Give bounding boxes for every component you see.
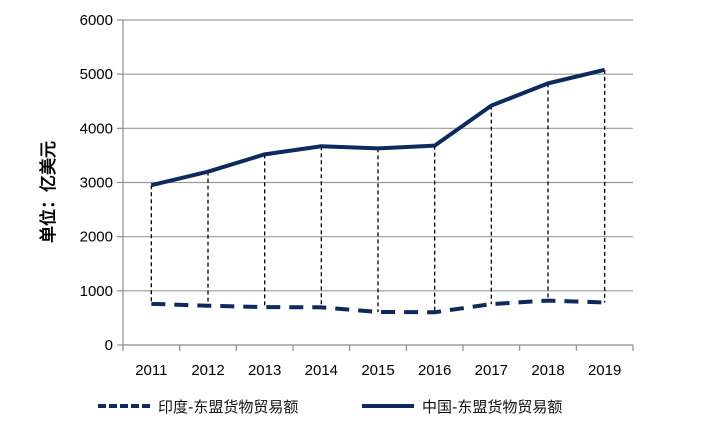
legend: 印度-东盟货物贸易额 中国-东盟货物贸易额	[0, 392, 718, 420]
legend-item-china: 中国-东盟货物贸易额	[362, 392, 562, 420]
x-tick-label-2019: 2019	[588, 362, 621, 379]
series-lines	[150, 67, 606, 315]
legend-item-india: 印度-东盟货物贸易额	[98, 392, 298, 420]
series-line-1	[150, 67, 606, 188]
gridlines	[117, 19, 634, 351]
x-tick-label-2018: 2018	[531, 362, 564, 379]
legend-swatch-solid	[362, 404, 414, 408]
x-tick-label-2013: 2013	[248, 362, 281, 379]
y-axis-label: 单位：亿美元	[38, 141, 59, 243]
y-tick-label-0: 0	[105, 337, 113, 354]
legend-label-china: 中国-东盟货物贸易额	[422, 397, 563, 416]
y-tick-label-3000: 3000	[80, 175, 113, 192]
y-tick-label-2000: 2000	[80, 229, 113, 246]
x-axis-ticks: 2011 2012 2013 2014 2015 2016 2017 2018 2019	[135, 362, 621, 379]
legend-label-india: 印度-东盟货物贸易额	[158, 397, 299, 416]
x-tick-label-2017: 2017	[475, 362, 508, 379]
drop-lines	[150, 69, 606, 313]
y-tick-label-5000: 5000	[80, 66, 113, 83]
x-tick-label-2015: 2015	[361, 362, 394, 379]
x-tick-label-2016: 2016	[418, 362, 451, 379]
x-tick-label-2011: 2011	[135, 362, 167, 379]
y-axis-ticks: 0 1000 2000 3000 4000 5000 6000	[80, 12, 113, 354]
legend-swatch-dashed	[98, 404, 150, 408]
series-line-0	[151, 298, 605, 315]
x-tick-label-2012: 2012	[191, 362, 224, 379]
y-tick-label-1000: 1000	[80, 283, 113, 300]
x-tick-label-2014: 2014	[305, 362, 338, 379]
y-tick-label-4000: 4000	[80, 120, 113, 137]
y-tick-label-6000: 6000	[80, 12, 113, 29]
